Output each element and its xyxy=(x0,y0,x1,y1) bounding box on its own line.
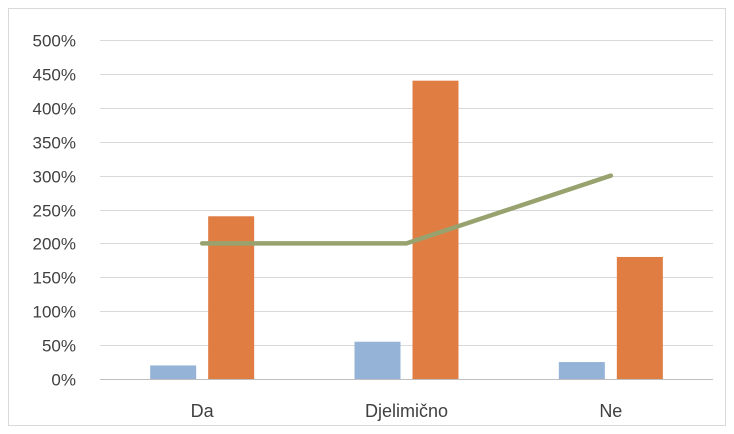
x-axis-tick-labels: Da Djelimično Ne xyxy=(191,401,623,421)
x-tick-label: Da xyxy=(191,401,215,421)
bar xyxy=(208,216,255,379)
y-tick-label: 500% xyxy=(33,32,76,51)
y-tick-label: 250% xyxy=(33,202,76,221)
bar xyxy=(616,256,663,379)
y-tick-label: 400% xyxy=(33,100,76,119)
bar xyxy=(354,341,401,379)
bar xyxy=(150,365,197,379)
y-tick-label: 100% xyxy=(33,303,76,322)
y-tick-label: 50% xyxy=(42,337,76,356)
y-tick-label: 450% xyxy=(33,66,76,85)
line-series xyxy=(199,173,614,246)
y-tick-label: 150% xyxy=(33,269,76,288)
x-tick-label: Djelimično xyxy=(365,401,448,421)
y-tick-label: 350% xyxy=(33,134,76,153)
series-line xyxy=(199,173,614,246)
bar xyxy=(558,362,605,379)
y-axis-tick-labels: 0% 50% 100% 150% 200% 250% 300% 350% 400% 450% 500… xyxy=(33,32,76,390)
y-tick-label: 0% xyxy=(51,371,76,390)
x-tick-label: Ne xyxy=(599,401,622,421)
y-tick-label: 300% xyxy=(33,168,76,187)
y-tick-label: 200% xyxy=(33,235,76,254)
